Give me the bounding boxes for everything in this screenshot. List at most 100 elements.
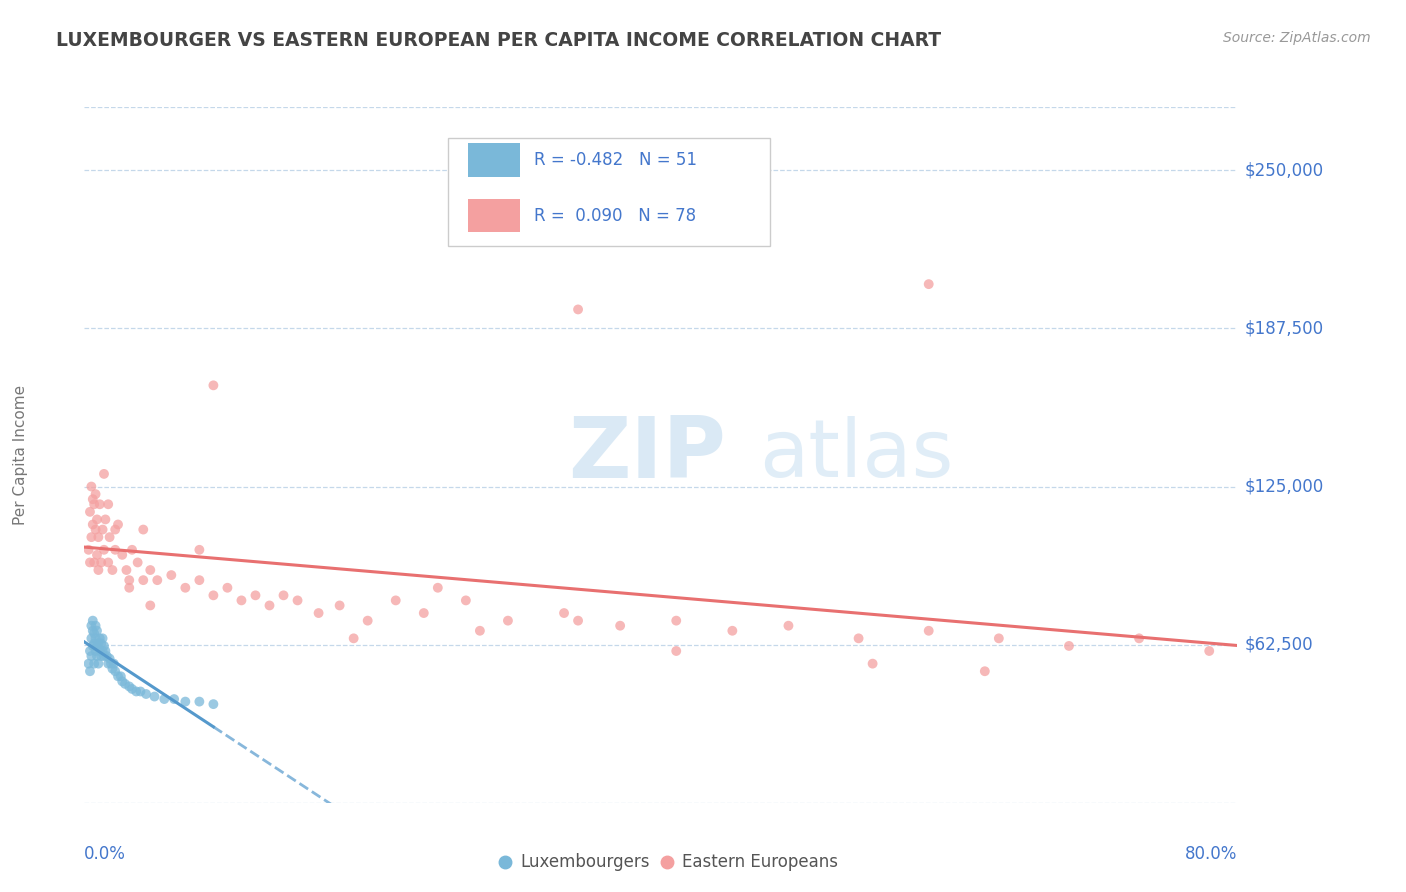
Point xyxy=(1128,632,1150,646)
Text: R =  0.090   N = 78: R = 0.090 N = 78 xyxy=(534,207,696,225)
Point xyxy=(553,606,575,620)
Point xyxy=(329,599,352,613)
Point xyxy=(100,657,122,671)
Text: R = -0.482   N = 51: R = -0.482 N = 51 xyxy=(534,151,697,169)
Point xyxy=(115,563,138,577)
Point xyxy=(778,618,800,632)
Point xyxy=(82,639,104,653)
Point xyxy=(91,632,114,646)
Point xyxy=(87,530,110,544)
Point xyxy=(82,624,104,638)
Point xyxy=(90,648,112,663)
Point xyxy=(104,542,127,557)
Point xyxy=(98,530,121,544)
Point xyxy=(101,662,124,676)
Point xyxy=(84,644,107,658)
Point xyxy=(135,687,157,701)
Point xyxy=(121,542,143,557)
Point xyxy=(84,632,107,646)
Point xyxy=(188,695,211,709)
Point xyxy=(79,665,101,679)
Point xyxy=(118,680,141,694)
Point xyxy=(84,487,107,501)
Point xyxy=(1198,644,1220,658)
Text: $187,500: $187,500 xyxy=(1244,319,1323,337)
Point xyxy=(174,695,197,709)
Point xyxy=(567,614,589,628)
Point xyxy=(259,599,281,613)
Point xyxy=(82,614,104,628)
Text: Eastern Europeans: Eastern Europeans xyxy=(682,853,838,871)
Point xyxy=(357,614,380,628)
Point xyxy=(125,684,148,698)
Point xyxy=(567,302,589,317)
Point xyxy=(153,692,176,706)
Point xyxy=(82,492,104,507)
Point xyxy=(90,556,112,570)
Point xyxy=(97,497,120,511)
Point xyxy=(79,644,101,658)
Point xyxy=(79,556,101,570)
Point xyxy=(118,581,141,595)
Point xyxy=(86,548,108,562)
Point xyxy=(287,593,309,607)
Point xyxy=(118,573,141,587)
Text: $125,000: $125,000 xyxy=(1244,477,1323,496)
Point xyxy=(139,599,162,613)
Point xyxy=(202,588,225,602)
Point xyxy=(143,690,166,704)
Point xyxy=(89,632,111,646)
Point xyxy=(848,632,870,646)
Text: 0.0%: 0.0% xyxy=(84,845,127,863)
Text: LUXEMBOURGER VS EASTERN EUROPEAN PER CAPITA INCOME CORRELATION CHART: LUXEMBOURGER VS EASTERN EUROPEAN PER CAP… xyxy=(56,31,942,50)
Point xyxy=(91,644,114,658)
Point xyxy=(454,593,477,607)
Point xyxy=(343,632,366,646)
Point xyxy=(426,581,449,595)
Point xyxy=(77,542,100,557)
Point xyxy=(862,657,884,671)
Point xyxy=(104,523,127,537)
Point xyxy=(273,588,295,602)
Text: $250,000: $250,000 xyxy=(1244,161,1323,179)
Point xyxy=(80,618,103,632)
Point xyxy=(83,636,105,650)
Point xyxy=(973,665,995,679)
Point xyxy=(609,618,631,632)
Point xyxy=(160,568,183,582)
Point xyxy=(93,639,115,653)
Point xyxy=(93,648,115,663)
Text: $62,500: $62,500 xyxy=(1244,636,1313,654)
Point xyxy=(84,618,107,632)
Point xyxy=(87,657,110,671)
Point xyxy=(384,593,406,607)
Bar xyxy=(468,144,520,177)
Point xyxy=(308,606,330,620)
Point xyxy=(107,669,129,683)
Point xyxy=(245,588,267,602)
Point xyxy=(665,644,688,658)
Point xyxy=(97,657,120,671)
Point xyxy=(86,639,108,653)
Point xyxy=(146,573,169,587)
Point xyxy=(87,636,110,650)
Point xyxy=(174,581,197,595)
Text: Source: ZipAtlas.com: Source: ZipAtlas.com xyxy=(1223,31,1371,45)
Text: 80.0%: 80.0% xyxy=(1185,845,1237,863)
Point xyxy=(82,517,104,532)
Point xyxy=(89,497,111,511)
Point xyxy=(721,624,744,638)
Point xyxy=(163,692,186,706)
FancyBboxPatch shape xyxy=(447,138,770,246)
Point xyxy=(83,657,105,671)
Point xyxy=(83,556,105,570)
Point xyxy=(918,624,941,638)
Point xyxy=(918,277,941,292)
Point xyxy=(111,674,134,689)
Point xyxy=(110,669,132,683)
Point xyxy=(80,530,103,544)
Point xyxy=(107,517,129,532)
Point xyxy=(89,644,111,658)
Point xyxy=(496,614,519,628)
Text: Per Capita Income: Per Capita Income xyxy=(14,384,28,525)
